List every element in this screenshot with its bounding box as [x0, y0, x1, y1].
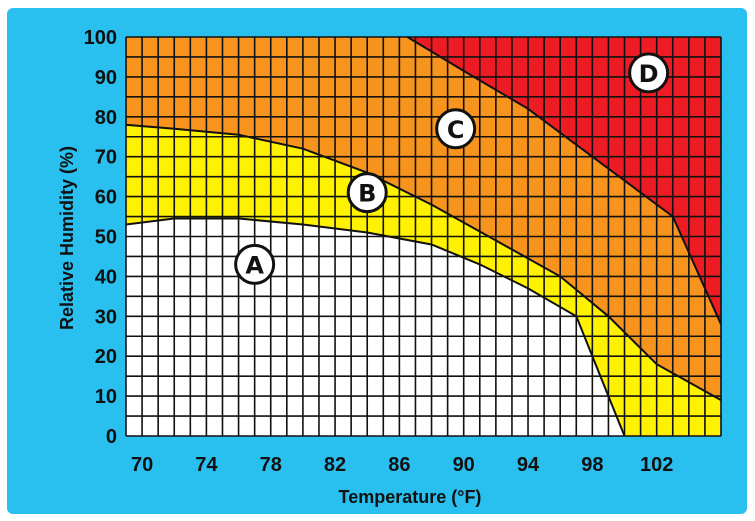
y-tick-label: 90 [95, 67, 117, 89]
y-tick-label: 0 [106, 426, 117, 448]
boundary-A_B [125, 217, 626, 437]
x-tick-label: 74 [195, 454, 218, 476]
y-axis-title: Relative Humidity (%) [57, 146, 77, 330]
x-tick-label: 98 [581, 454, 603, 476]
zone-B-label: B [358, 180, 376, 208]
zone-D-label: D [639, 60, 659, 88]
y-tick-label: 40 [95, 266, 117, 288]
zone-A-label: A [245, 251, 264, 279]
x-tick-label: 70 [131, 454, 153, 476]
grid-layer [125, 36, 722, 437]
y-tick-label: 70 [95, 147, 117, 169]
zone-D-area [407, 37, 721, 325]
x-tick-label: 82 [324, 454, 346, 476]
zone-A-badge [234, 243, 276, 285]
y-tick-label: 50 [95, 227, 117, 249]
ticks-layer: 70 74 78 82 86 90 94 98 102010203040506070809010… [84, 27, 674, 476]
y-tick-label: 10 [95, 386, 117, 408]
boundary-layer [125, 36, 722, 437]
x-tick-label: 78 [260, 454, 282, 476]
y-tick-label: 100 [84, 27, 117, 49]
boundary-B_C [125, 123, 722, 401]
y-tick-label: 80 [95, 107, 117, 129]
zone-labels-layer: A B C D [234, 52, 670, 285]
zone-D-badge [628, 52, 670, 94]
x-tick-label: 102 [640, 454, 673, 476]
y-tick-label: 20 [95, 346, 117, 368]
zone-B-badge [346, 172, 388, 214]
y-tick-label: 30 [95, 306, 117, 328]
x-tick-label: 90 [453, 454, 475, 476]
x-axis-title: Temperature (°F) [339, 487, 482, 507]
x-tick-label: 94 [517, 454, 540, 476]
zone-C-label: C [447, 116, 465, 144]
x-tick-label: 86 [388, 454, 410, 476]
zone-C-badge [435, 108, 477, 150]
boundary-C_D [406, 36, 722, 325]
y-tick-label: 60 [95, 187, 117, 209]
